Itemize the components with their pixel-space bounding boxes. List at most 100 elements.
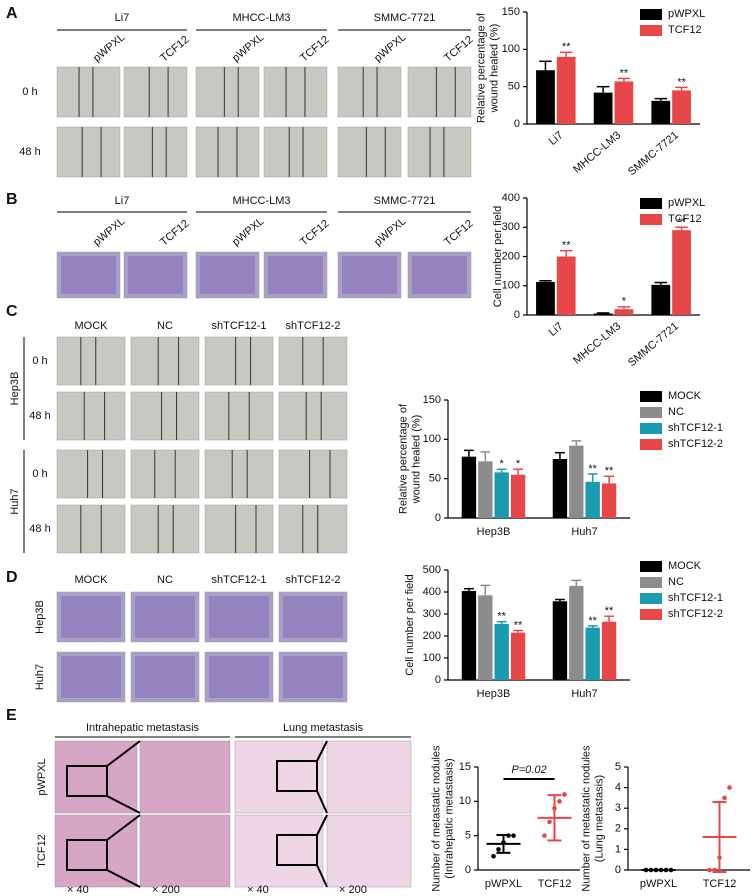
x-tick-label: MHCC-LM3 [571,320,623,367]
legend-label: TCF12 [668,213,702,225]
bar [601,621,617,680]
magnification: × 200 [152,884,180,896]
column-label: shTCF12-2 [285,320,340,332]
stain [283,656,343,698]
micrograph [130,449,200,499]
y-tick-label: 100 [423,433,441,445]
y-axis-label: Cell number per field [492,206,504,308]
micrograph [139,740,231,814]
y-tick-label: 400 [423,586,441,598]
x-tick-label: Huh7 [571,526,597,538]
significance: * [516,458,521,470]
row-label: TCF12 [36,834,48,868]
dot [722,795,727,801]
bar [552,459,568,518]
group-label: Li7 [115,195,130,207]
significance: ** [497,611,506,623]
micrograph [407,126,472,178]
bar [651,100,671,124]
column-label: pWPXL [230,31,266,64]
y-axis-label: Number of metastatic nodules [430,745,442,892]
y-tick-label: 0 [435,674,441,686]
bar [651,284,671,315]
bar [593,313,613,315]
micrograph [337,66,402,118]
bar [510,632,526,680]
x-tick-label: Li7 [547,320,566,339]
panel-letter: D [6,569,18,586]
bar [593,92,613,124]
y-axis-label: Relative percentage of [397,403,409,514]
y-tick-label: 5 [465,830,471,842]
y-tick-label: 150 [423,394,441,406]
micrograph [56,504,126,554]
dot [491,853,496,859]
stain [61,596,121,638]
bar [614,81,634,124]
group-label: Lung metastasis [283,722,364,734]
legend-label: pWPXL [668,8,705,20]
stain [268,256,323,294]
p-value: P=0.02 [511,764,546,776]
y-axis-label: (Lung metastasis) [593,775,605,862]
row-label: 48 h [29,523,50,535]
micrograph [278,504,348,554]
zoom-line [106,740,141,767]
row-label: 48 h [29,410,50,422]
y-tick-label: 300 [423,608,441,620]
micrograph [278,391,348,441]
zoom-line [316,864,328,888]
stain [412,256,467,294]
y-tick-label: 10 [459,795,471,807]
y-tick-label: 0 [514,118,520,130]
micrograph [123,126,188,178]
column-label: pWPXL [372,215,408,248]
legend-label: shTCF12-2 [668,438,723,450]
y-tick-label: 0 [615,864,621,876]
significance: ** [562,240,571,252]
bar [672,230,691,315]
micrograph [195,251,260,299]
micrograph [195,126,260,178]
y-axis-label: wound healed (%) [410,415,422,505]
column-label: MOCK [75,574,109,586]
stain [128,256,183,294]
significance: * [622,296,627,308]
micrograph [204,591,274,643]
legend-swatch [640,214,662,225]
legend-swatch [640,561,662,572]
panel-letter: E [6,707,17,724]
legend-label: shTCF12-1 [668,592,723,604]
micrograph [56,391,126,441]
y-tick-label: 4 [615,782,621,794]
legend-swatch [640,439,662,450]
zoom-box [276,760,318,792]
micrograph [234,740,324,814]
micrograph [204,504,274,554]
zoom-line [106,795,141,814]
bar [478,595,493,680]
legend-label: MOCK [668,560,702,572]
significance: ** [677,216,686,228]
stain [135,656,195,698]
legend-label: MOCK [668,390,702,402]
bar [552,601,568,680]
panel-letter: A [6,5,18,22]
zoom-box [66,839,108,871]
x-tick-label: TCF12 [703,878,737,890]
cell-line-label: Hep3B [34,600,46,634]
y-tick-label: 150 [502,6,520,18]
bar [461,590,477,680]
column-label: NC [157,320,173,332]
y-axis-label: (Intrahepatic metastasis) [443,758,455,878]
stain [342,256,397,294]
significance: ** [605,465,614,477]
legend-swatch [640,407,662,418]
y-tick-label: 2 [615,823,621,835]
y-tick-label: 0 [465,864,471,876]
magnification: × 40 [67,884,89,896]
micrograph [263,66,328,118]
column-label: pWPXL [91,31,127,64]
row-label: 0 h [32,355,47,367]
